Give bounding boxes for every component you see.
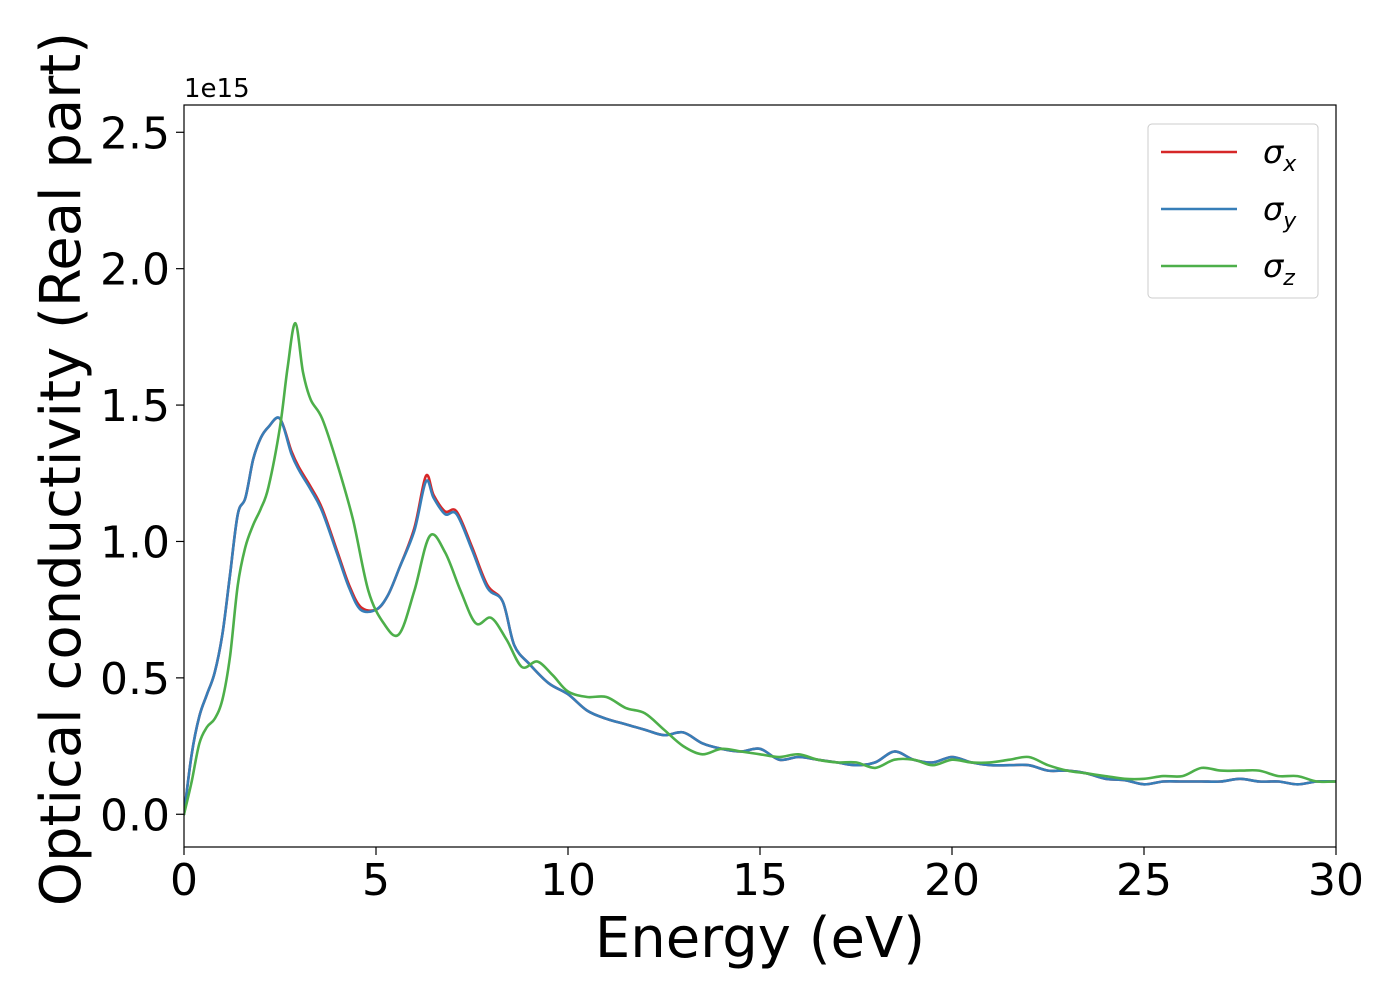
legend-subscript: y bbox=[1282, 209, 1297, 234]
legend-label-x: σx bbox=[1263, 133, 1297, 177]
legend-symbol: σ bbox=[1263, 247, 1285, 285]
y-tick-label: 1.0 bbox=[100, 517, 170, 568]
y-axis: 0.0 0.5 1.0 1.5 2.0 2.5 bbox=[100, 108, 184, 841]
y-tick-label: 1.5 bbox=[100, 381, 170, 432]
y-axis-offset-label: 1e15 bbox=[184, 74, 250, 104]
series-layer bbox=[184, 321, 1336, 816]
y-tick-label: 2.0 bbox=[100, 245, 170, 296]
x-tick-label: 10 bbox=[540, 855, 596, 906]
x-tick-label: 20 bbox=[924, 855, 980, 906]
legend-box bbox=[1147, 123, 1319, 299]
y-tick-label: 2.5 bbox=[100, 108, 170, 159]
x-tick-label: 15 bbox=[732, 855, 788, 906]
x-tick-label: 0 bbox=[170, 855, 198, 906]
legend-subscript: x bbox=[1282, 152, 1297, 177]
y-axis-title: Optical conductivity (Real part) bbox=[29, 32, 94, 906]
legend-symbol: σ bbox=[1263, 190, 1285, 228]
y-tick-label: 0.0 bbox=[100, 790, 170, 841]
x-tick-label: 30 bbox=[1308, 855, 1364, 906]
x-axis: 0 5 10 15 20 25 30 bbox=[170, 847, 1364, 906]
series-line-z bbox=[184, 321, 1336, 816]
x-tick-label: 25 bbox=[1116, 855, 1172, 906]
plot-background bbox=[184, 105, 1336, 847]
legend-subscript: z bbox=[1282, 266, 1295, 291]
x-tick-label: 5 bbox=[362, 855, 390, 906]
legend-label-y: σy bbox=[1263, 190, 1297, 234]
x-axis-title: Energy (eV) bbox=[595, 906, 925, 971]
y-tick-label: 0.5 bbox=[100, 654, 170, 705]
plot-area bbox=[183, 104, 1337, 848]
legend-symbol: σ bbox=[1263, 133, 1285, 171]
series-line-y bbox=[184, 416, 1336, 816]
legend-label-z: σz bbox=[1263, 247, 1295, 291]
